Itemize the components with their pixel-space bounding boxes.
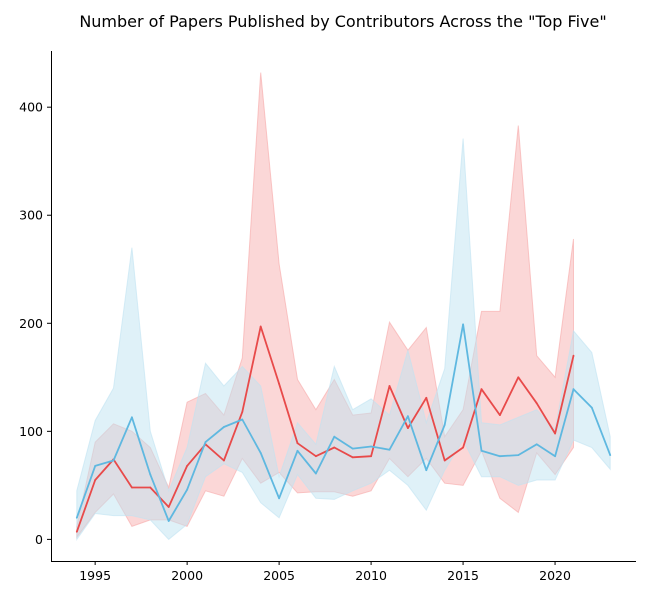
series-1-point — [333, 435, 336, 438]
series-0-point — [241, 411, 244, 413]
axes — [51, 51, 636, 562]
confidence-bands — [76, 72, 611, 541]
series-1-point — [94, 465, 97, 467]
series-0-point — [480, 388, 483, 391]
y-tick-label: 300 — [19, 208, 43, 223]
series-1-point — [480, 449, 483, 452]
chart-title: Number of Papers Published by Contributo… — [79, 12, 606, 31]
series-0-point — [499, 414, 501, 416]
series-0-point — [94, 479, 97, 481]
series-0-point — [296, 442, 299, 445]
series-1-point — [535, 443, 538, 446]
series-1-point — [223, 426, 225, 428]
y-tick-label: 100 — [19, 424, 43, 439]
x-tick-label: 2010 — [355, 568, 387, 583]
series-lines — [75, 323, 612, 533]
series-1-point — [204, 441, 207, 443]
series-1-point — [388, 448, 391, 451]
series-1-point — [590, 406, 593, 409]
series-1-point — [517, 454, 520, 456]
series-0-point — [443, 459, 446, 462]
series-1-point — [351, 447, 354, 450]
x-tick-label: 2005 — [263, 568, 295, 583]
series-1-line — [75, 323, 612, 522]
series-1-point — [278, 497, 280, 500]
y-tick-label: 200 — [19, 316, 43, 331]
series-0-point — [388, 385, 391, 387]
x-tick-label: 1995 — [79, 568, 111, 583]
series-0-point — [75, 530, 78, 533]
series-0-point — [149, 486, 152, 489]
series-1-point — [241, 418, 244, 421]
series-1-point — [370, 445, 372, 448]
series-0-point — [131, 486, 133, 489]
series-1-point — [259, 452, 262, 454]
series-0-point — [259, 325, 262, 328]
series-0-point — [278, 382, 280, 385]
series-1-point — [75, 516, 78, 519]
series-0-point — [167, 506, 170, 508]
series-1-point — [296, 449, 299, 452]
series-0-point — [186, 465, 189, 467]
series-1-point — [131, 416, 133, 419]
series-1-point — [407, 415, 409, 418]
series-1-point — [112, 459, 115, 462]
x-tick-label: 2020 — [539, 568, 571, 583]
series-1-point — [149, 473, 152, 476]
series-0-point — [370, 455, 372, 458]
series-1-point — [609, 454, 612, 456]
y-tick-label: 0 — [35, 532, 43, 547]
series-1-point — [499, 455, 501, 458]
series-1-point — [572, 388, 575, 391]
series-0-point — [333, 446, 336, 449]
series-1-point — [443, 424, 446, 426]
series-1-point — [186, 488, 189, 491]
x-ticks: 1995 2000 2005 2010 2015 2020 — [79, 561, 571, 583]
series-1-point — [462, 323, 464, 326]
series-1-point — [167, 520, 170, 522]
series-1-point — [554, 455, 556, 458]
series-0-point — [462, 446, 464, 449]
y-tick-label: 400 — [19, 100, 43, 115]
series-0-point — [535, 402, 538, 405]
series-1-point — [315, 472, 317, 475]
series-0-point — [223, 459, 225, 462]
x-tick-label: 2015 — [447, 568, 479, 583]
series-0-point — [425, 396, 428, 399]
series-0-point — [315, 455, 317, 458]
series-0-point — [351, 456, 354, 459]
series-0-point — [407, 427, 409, 429]
series-0-point — [517, 376, 520, 379]
series-0-point — [554, 432, 556, 435]
x-tick-label: 2000 — [171, 568, 203, 583]
y-ticks: 0 100 200 300 400 — [19, 100, 51, 547]
series-1-point — [425, 469, 428, 472]
series-0-point — [572, 354, 575, 357]
